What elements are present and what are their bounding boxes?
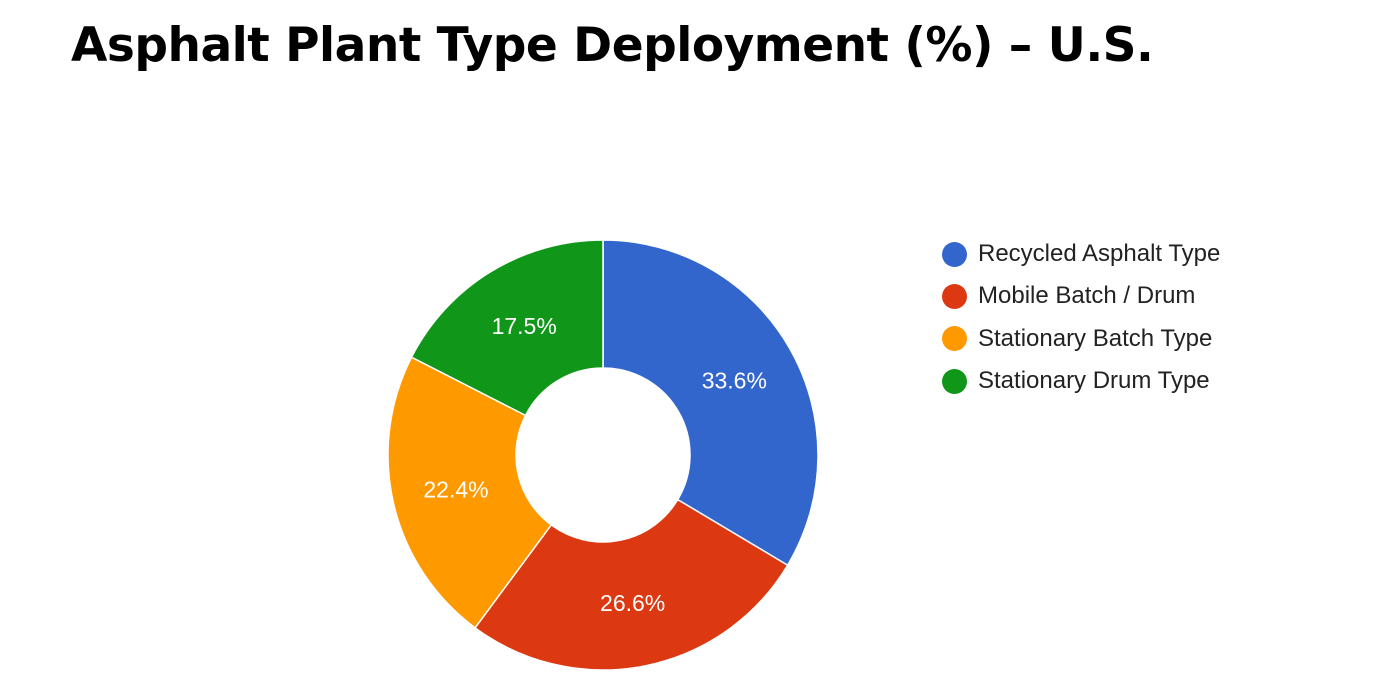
chart-title: Asphalt Plant Type Deployment (%) – U.S.: [71, 18, 1154, 73]
slice-value-label: 17.5%: [492, 313, 557, 339]
legend-item-stationary-drum[interactable]: Stationary Drum Type: [942, 360, 1220, 402]
legend-dot-icon: [942, 368, 967, 394]
legend-label: Stationary Drum Type: [978, 367, 1210, 395]
donut-slice-mobile-batch-drum[interactable]: [474, 498, 789, 671]
legend-item-recycled-asphalt[interactable]: Recycled Asphalt Type: [942, 233, 1220, 275]
legend-dot-icon: [942, 241, 967, 267]
legend-label: Mobile Batch / Drum: [978, 282, 1196, 310]
slice-labels: 33.6% 26.6% 22.4% 17.5%: [423, 313, 767, 616]
donut-slice-stationary-drum-type[interactable]: [410, 239, 604, 417]
legend-dot-icon: [942, 326, 967, 352]
slice-value-label: 22.4%: [423, 477, 488, 503]
legend-label: Stationary Batch Type: [978, 324, 1213, 352]
legend: Recycled Asphalt Type Mobile Batch / Dru…: [942, 233, 1220, 402]
legend-item-mobile-batch-drum[interactable]: Mobile Batch / Drum: [942, 275, 1220, 317]
donut-slice-stationary-batch-type[interactable]: [387, 356, 553, 629]
legend-label: Recycled Asphalt Type: [978, 240, 1221, 268]
legend-dot-icon: [942, 283, 967, 309]
donut-slice-recycled-asphalt-type[interactable]: [602, 239, 819, 567]
legend-item-stationary-batch[interactable]: Stationary Batch Type: [942, 318, 1220, 360]
slice-value-label: 26.6%: [600, 590, 665, 616]
donut-slices: [387, 239, 819, 671]
slice-value-label: 33.6%: [702, 367, 767, 393]
